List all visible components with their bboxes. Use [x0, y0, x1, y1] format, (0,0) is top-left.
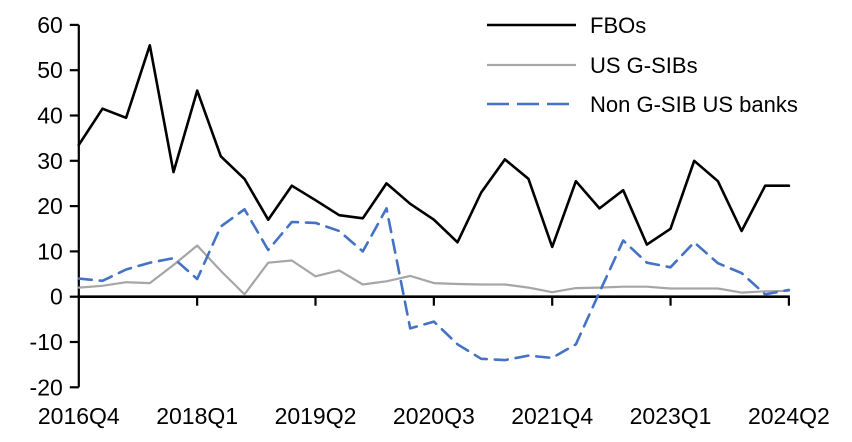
y-tick-label: -20 — [30, 374, 63, 400]
legend-label: US G-SIBs — [590, 53, 698, 78]
y-tick-label: 10 — [37, 238, 63, 264]
axes — [77, 24, 790, 388]
y-tick-label: 0 — [50, 284, 63, 310]
y-tick-label: 60 — [37, 12, 63, 38]
y-tick-label: 30 — [37, 148, 63, 174]
y-tick-label: 40 — [37, 103, 63, 129]
legend-item-1: US G-SIBs — [487, 53, 698, 78]
legend-item-2: Non G-SIB US banks — [487, 92, 798, 117]
series-line-0 — [77, 43, 791, 249]
legend-label: FBOs — [590, 13, 646, 38]
x-tick-label: 2020Q3 — [393, 403, 475, 429]
x-tick-label: 2019Q2 — [275, 403, 357, 429]
legend: FBOs US G-SIBs Non G-SIB US banks — [487, 13, 798, 117]
x-tick-label: 2023Q1 — [630, 403, 712, 429]
y-tick-label: 20 — [37, 193, 63, 219]
series-group — [77, 43, 791, 362]
x-tick-label: 2021Q4 — [511, 403, 593, 429]
x-tick-label: 2016Q4 — [38, 403, 120, 429]
x-tick-label: 2024Q2 — [748, 403, 830, 429]
x-tick-group: 2016Q4 2018Q1 2019Q2 2020Q3 2021Q4 2023Q1 2024… — [38, 296, 830, 429]
y-tick-label: -10 — [30, 329, 63, 355]
series-line-1 — [77, 244, 791, 296]
legend-label: Non G-SIB US banks — [590, 92, 798, 117]
series-line-2 — [77, 207, 791, 362]
y-tick-label: 50 — [37, 57, 63, 83]
y-tick-group: 60 50 40 30 20 10 0 -10 -20 — [30, 12, 79, 400]
x-tick-label: 2018Q1 — [156, 403, 238, 429]
legend-item-0: FBOs — [487, 13, 646, 38]
